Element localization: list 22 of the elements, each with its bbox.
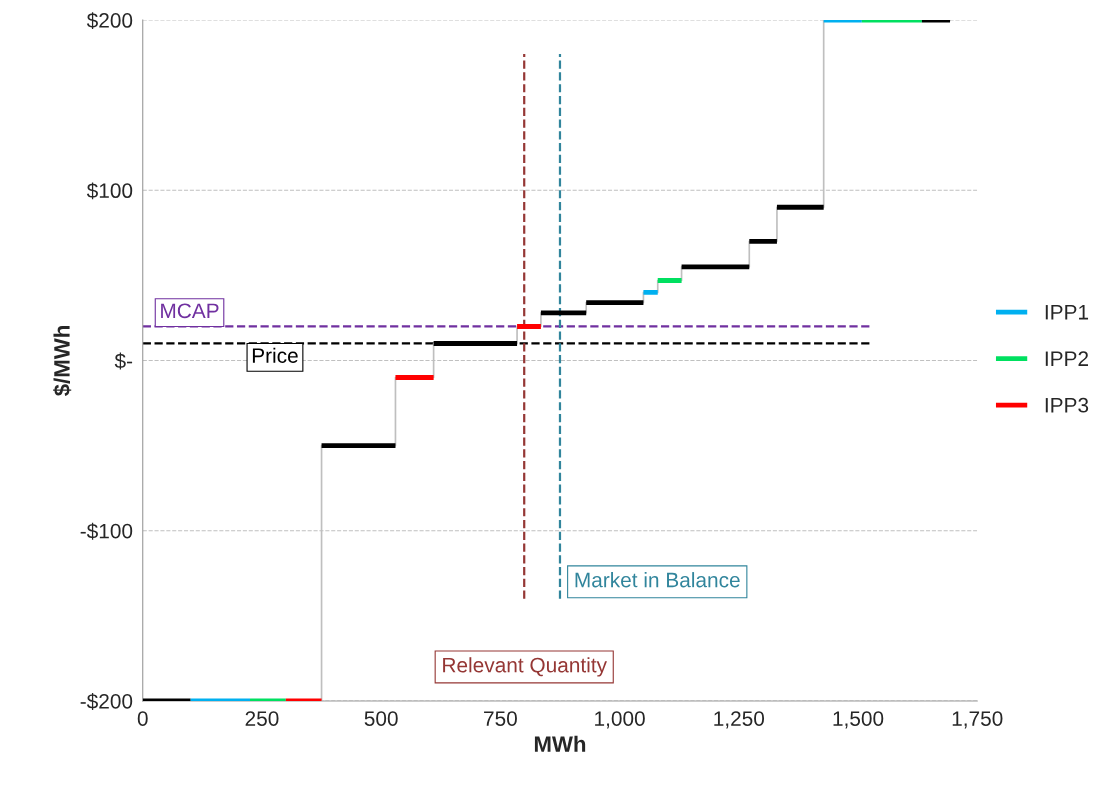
- y-tick-label: $-: [114, 352, 133, 370]
- x-tick-label: 250: [245, 711, 279, 726]
- y-tick-label: -$200: [80, 693, 133, 710]
- x-tick-label: 1,750: [952, 711, 1003, 729]
- x-tick-label: 1,000: [595, 711, 645, 729]
- y-tick-label: $100: [86, 182, 133, 200]
- y-tick-label: $200: [86, 12, 133, 30]
- ref-line-label: MCAP: [161, 303, 219, 319]
- y-axis-title: $/MWh: [53, 326, 72, 396]
- y-tick-label: -$100: [80, 522, 133, 540]
- legend-label: IPP3: [1045, 397, 1089, 413]
- ref-line-label: Relevant Quantity: [443, 657, 607, 677]
- x-tick-label: 1,500: [833, 711, 884, 729]
- ref-line-label: Price: [252, 347, 298, 363]
- x-axis-title: MWh: [534, 735, 586, 752]
- x-tick-label: 1,250: [714, 711, 765, 729]
- ref-line-label: Market in Balance: [575, 572, 740, 588]
- x-tick-label: 750: [484, 711, 517, 726]
- legend-label: IPP2: [1045, 351, 1089, 366]
- legend-label: IPP1: [1045, 305, 1089, 320]
- x-tick-label: 0: [137, 711, 148, 726]
- x-tick-label: 500: [364, 711, 398, 726]
